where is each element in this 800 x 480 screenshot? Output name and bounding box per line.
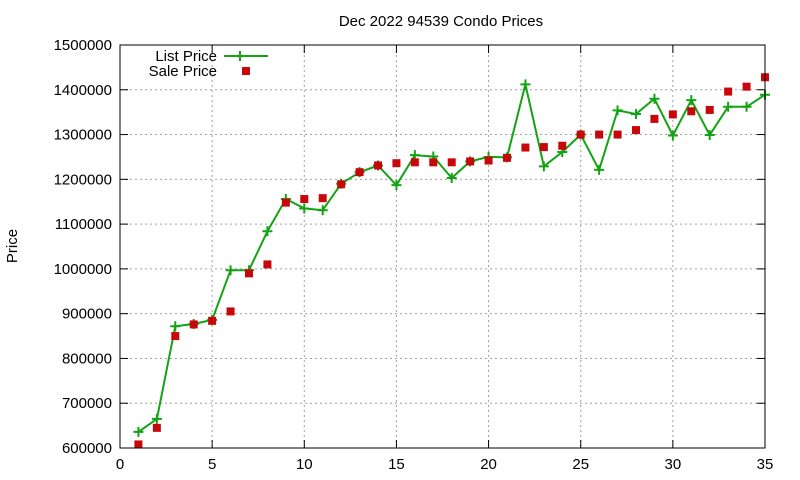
sale-price-point (447, 158, 456, 167)
sale-price-point (134, 440, 143, 449)
list-price-point (704, 130, 715, 141)
list-price-point (686, 95, 697, 106)
x-tick-label: 20 (480, 456, 497, 473)
sale-price-point (318, 194, 327, 203)
sale-price-point (613, 130, 622, 139)
sale-price-point (687, 107, 696, 116)
x-tick-label: 0 (116, 456, 124, 473)
y-tick-label: 1100000 (55, 216, 112, 233)
sale-price-point (337, 180, 346, 189)
series-layer (133, 73, 770, 449)
sale-price-point (558, 141, 567, 150)
x-tick-label: 15 (388, 456, 405, 473)
sale-price-point (374, 161, 382, 170)
list-price-point (225, 265, 236, 276)
x-tick-label: 25 (572, 456, 589, 473)
sale-price-point (539, 143, 548, 152)
legend-marker-sale-price (242, 67, 250, 75)
legend-label-sale-price: Sale Price (149, 63, 217, 80)
sale-price-point (263, 260, 272, 269)
y-tick-label: 1500000 (54, 37, 112, 54)
tick-layer: 600000 700000 800000 900000 1000000 1100000 12… (54, 37, 774, 473)
sale-price-point (189, 320, 198, 329)
sale-price-point (576, 130, 585, 139)
y-tick-label: 1400000 (54, 82, 112, 99)
sale-price-point (171, 332, 180, 341)
y-tick-label: 1200000 (54, 171, 112, 188)
y-tick-label: 700000 (62, 395, 112, 412)
x-tick-label: 5 (208, 456, 216, 473)
list-price-point (612, 105, 623, 116)
y-tick-label: 900000 (62, 306, 112, 323)
list-price-point (133, 426, 144, 437)
y-tick-label: 600000 (62, 440, 112, 457)
chart-title: Dec 2022 94539 Condo Prices (339, 13, 543, 30)
list-price-point (741, 101, 752, 112)
sale-price-point (724, 87, 733, 96)
list-price-point (520, 79, 531, 90)
list-price-point (151, 413, 162, 424)
series-line-list-price (137, 83, 766, 433)
list-price-point (649, 93, 660, 104)
sale-price-point (466, 157, 475, 166)
y-tick-label: 1000000 (54, 261, 112, 278)
legend: List Price Sale Price (149, 48, 268, 80)
sale-price-point (650, 114, 659, 123)
grid-layer (120, 45, 765, 448)
list-price-point (446, 172, 457, 183)
sale-price-point (595, 130, 604, 139)
sale-price-point (281, 198, 290, 207)
x-tick-label: 10 (296, 456, 313, 473)
list-price-point (594, 164, 605, 175)
list-price-point (391, 180, 402, 191)
list-price-point (170, 321, 181, 332)
sale-price-point (503, 153, 511, 162)
list-price-point (723, 101, 734, 112)
list-price-point (631, 108, 641, 119)
sale-price-point (429, 158, 438, 167)
y-tick-label: 1300000 (54, 127, 112, 144)
y-axis-label: Price (4, 229, 21, 263)
sale-price-point (392, 159, 401, 168)
list-price-point (317, 205, 328, 216)
legend-marker-list-price (235, 51, 245, 61)
sale-price-point (152, 423, 161, 432)
sale-price-point (705, 105, 714, 114)
sale-price-point (300, 195, 309, 204)
sale-price-point (355, 168, 364, 177)
sale-price-point (742, 82, 751, 91)
x-tick-label: 30 (665, 456, 682, 473)
list-price-point (538, 161, 549, 172)
sale-price-point (632, 126, 640, 135)
sale-price-point (245, 269, 253, 278)
sale-price-point (410, 158, 419, 167)
sale-price-point (668, 110, 677, 119)
sale-price-point (208, 316, 217, 325)
list-price-point (667, 130, 678, 141)
legend-label-list-price: List Price (155, 48, 217, 65)
plot-frame (119, 44, 766, 449)
list-price-point (262, 226, 273, 237)
list-price-point (299, 203, 310, 214)
y-tick-label: 800000 (62, 350, 112, 367)
sale-price-point (484, 156, 493, 165)
x-tick-label: 35 (757, 456, 774, 473)
sale-price-point (226, 307, 235, 316)
sale-price-point (521, 143, 530, 152)
